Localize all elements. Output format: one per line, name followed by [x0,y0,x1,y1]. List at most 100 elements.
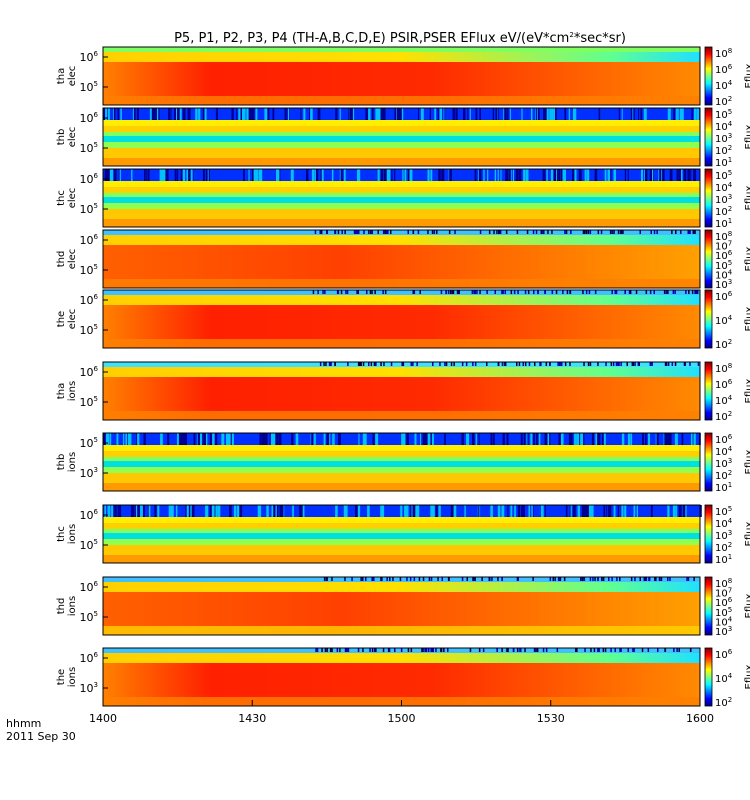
edge-stripe [537,290,539,294]
edge-stripe [326,648,328,652]
noise-stripe [564,169,566,181]
noise-stripe [321,169,324,181]
noise-stripe [580,169,582,181]
edge-stripe [584,648,586,652]
edge-stripe [524,648,526,652]
noise-stripe [206,505,209,517]
edge-stripe [504,362,507,366]
y-tick-label: 105 [80,436,98,450]
colorbar-tick-label: 103 [715,193,732,206]
edge-stripe [316,648,318,652]
y-tick-label: 106 [80,293,99,307]
noise-stripe [621,433,625,445]
noise-stripe [422,433,426,445]
edge-stripe [410,362,412,366]
edge-stripe [324,648,327,652]
noise-stripe [212,433,215,445]
x-tick-label: 1530 [537,712,565,725]
edge-stripe [694,230,696,234]
edge-stripe [334,362,336,366]
species-name: elec [67,66,78,87]
noise-stripe [236,505,239,517]
noise-stripe [372,108,374,120]
probe-name: the [56,311,67,327]
edge-stripe [451,290,453,294]
noise-stripe [595,433,597,445]
edge-stripe [399,577,402,581]
x-tick-label: 1400 [89,712,117,725]
edge-stripe [656,230,658,234]
noise-stripe [420,433,421,445]
edge-stripe [653,230,656,234]
noise-stripe [244,108,246,120]
edge-stripe [440,290,443,294]
edge-stripe [566,290,569,294]
edge-stripe [431,648,433,652]
y-axis-label: theelec [56,309,78,330]
edge-stripe [684,362,686,366]
noise-stripe [507,505,509,517]
noise-stripe [243,169,245,181]
noise-stripe [118,169,121,181]
edge-stripe [540,230,543,234]
edge-stripe [369,648,371,652]
probe-name: the [56,669,67,685]
edge-stripe [535,230,538,234]
edge-stripe [360,577,362,581]
edge-stripe [476,290,478,294]
noise-stripe [609,505,612,517]
band-bottom-2 [103,483,700,491]
noise-stripe [253,169,257,181]
edge-stripe [594,577,596,581]
noise-stripe [310,108,313,120]
edge-stripe [516,362,518,366]
noise-stripe [517,505,520,517]
band-yellow [103,445,700,451]
colorbar-tick-label: 101 [715,481,732,494]
colorbar-tick-label: 108 [715,362,732,375]
noise-stripe [157,108,159,120]
noise-stripe [259,505,262,517]
edge-stripe [560,362,562,366]
figure-title: P5, P1, P2, P3, P4 (TH-A,B,C,D,E) PSIR,P… [174,31,626,46]
noise-stripe [143,433,146,445]
noise-stripe [278,433,282,445]
y-tick-label: 106 [80,651,99,665]
edge-stripe [340,290,343,294]
edge-stripe [632,362,635,366]
noise-stripe [137,505,140,517]
edge-stripe [427,230,429,234]
edge-stripe [481,577,483,581]
noise-stripe [681,169,683,181]
noise-stripe [675,108,677,120]
colorbar [704,107,713,167]
noise-stripe [213,505,217,517]
noise-stripe [373,433,375,445]
edge-stripe [461,362,464,366]
edge-stripe [686,577,688,581]
colorbar [704,361,713,421]
edge-stripe [382,230,385,234]
noise-stripe [594,169,598,181]
noise-stripe [560,433,564,445]
edge-stripe [676,648,678,652]
panel-frame [102,168,701,228]
noise-stripe [691,433,694,445]
edge-stripe [667,362,670,366]
edge-stripe [634,362,636,366]
noise-stripe [404,169,407,181]
colorbar-label: Eflux [744,449,750,474]
edge-stripe [688,290,690,294]
edge-stripe [524,290,527,294]
edge-stripe [406,577,408,581]
noise-stripe [399,108,402,120]
noise-stripe [375,433,379,445]
noise-stripe [668,505,670,517]
noise-stripe [407,169,410,181]
noise-stripe [669,108,671,120]
edge-stripe [634,577,636,581]
noise-stripe [570,505,572,517]
noise-stripe [118,505,121,517]
